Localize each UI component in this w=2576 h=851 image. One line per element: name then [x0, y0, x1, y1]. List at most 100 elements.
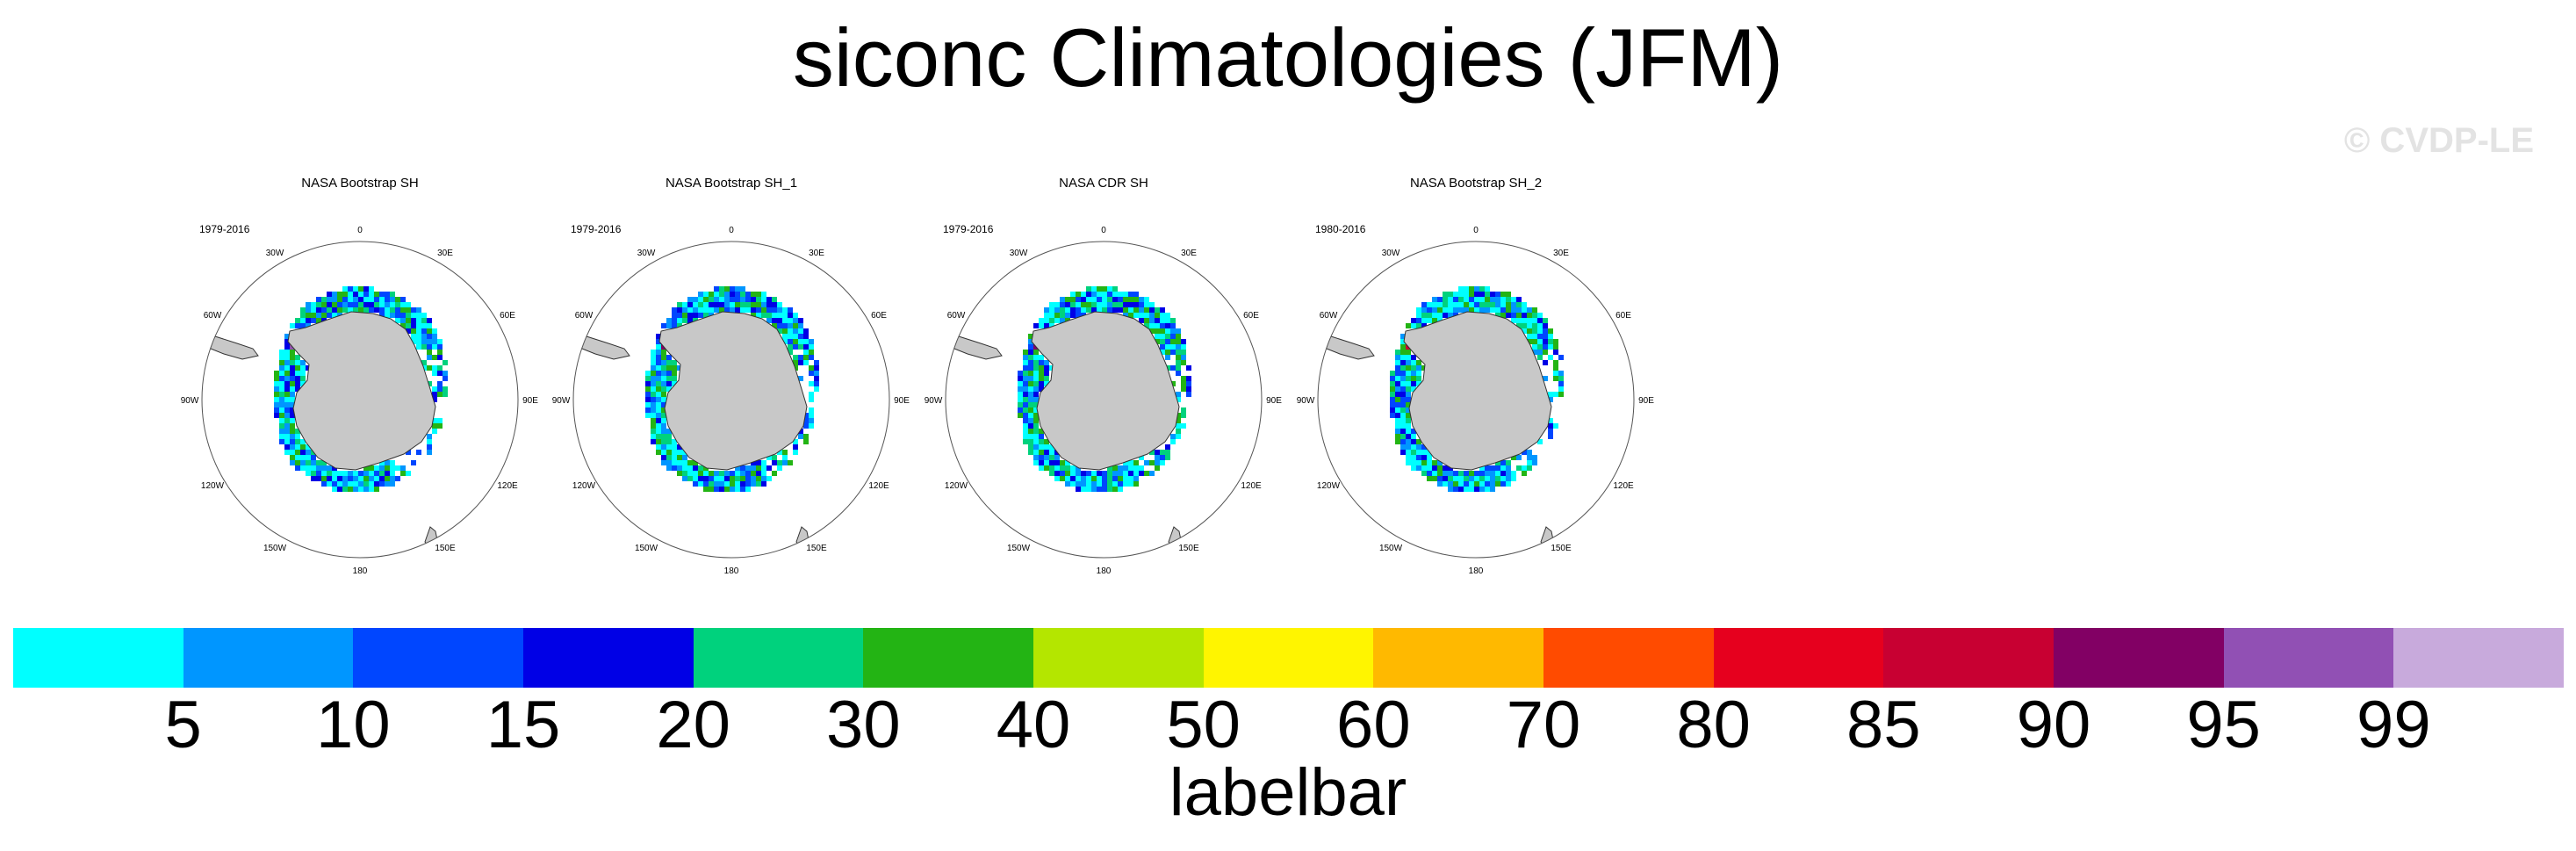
- ice-cell: [772, 302, 777, 307]
- ice-cell: [1416, 360, 1421, 365]
- ice-cell: [1411, 376, 1416, 381]
- ice-cell: [809, 407, 814, 413]
- ice-cell: [290, 376, 295, 381]
- ice-cell: [1176, 371, 1181, 376]
- ice-cell: [1558, 392, 1564, 397]
- ice-cell: [793, 355, 798, 360]
- labelbar-tick: 15: [486, 688, 561, 762]
- ice-cell: [1411, 434, 1416, 439]
- ice-cell: [290, 450, 295, 455]
- ice-cell: [687, 465, 693, 471]
- ice-cell: [1028, 344, 1033, 350]
- ice-cell: [1411, 455, 1416, 460]
- ice-cell: [1548, 392, 1553, 397]
- ice-cell: [363, 302, 369, 307]
- ice-cell: [1416, 444, 1421, 450]
- ice-cell: [300, 371, 306, 376]
- ice-cell: [1458, 292, 1464, 297]
- map-panel: NASA Bootstrap SH_1 1979-2016 0 30E 60E 90E 12…: [543, 176, 920, 576]
- ice-cell: [724, 471, 730, 476]
- ice-cell: [1416, 455, 1421, 460]
- ice-cell: [1028, 334, 1033, 339]
- ice-cell: [279, 429, 284, 434]
- ice-cell: [1044, 460, 1049, 465]
- ice-cell: [1023, 407, 1028, 413]
- ice-cell: [1527, 323, 1532, 328]
- ice-cell: [1485, 471, 1490, 476]
- ice-cell: [1160, 350, 1165, 355]
- ice-cell: [427, 450, 432, 455]
- ice-cell: [274, 386, 279, 392]
- longitude-label: 150W: [1007, 544, 1031, 553]
- ice-cell: [772, 460, 777, 465]
- ice-cell: [321, 465, 327, 471]
- ice-cell: [809, 371, 814, 376]
- ice-cell: [809, 423, 814, 429]
- ice-cell: [432, 328, 437, 334]
- ice-cell: [1474, 476, 1479, 481]
- ice-cell: [1160, 313, 1165, 318]
- ice-cell: [279, 392, 284, 397]
- ice-cell: [756, 481, 761, 487]
- ice-cell: [290, 365, 295, 371]
- ice-cell: [656, 350, 661, 355]
- map-panel: NASA Bootstrap SH_2 1980-2016 0 30E 60E 90E 12…: [1287, 176, 1665, 576]
- ice-cell: [395, 465, 400, 471]
- ice-cell: [745, 302, 751, 307]
- longitude-label: 30W: [637, 249, 656, 258]
- ice-cell: [342, 476, 348, 481]
- ice-cell: [1516, 318, 1522, 323]
- ice-cell: [1144, 323, 1149, 328]
- labelbar-tick: 10: [316, 688, 391, 762]
- ice-cell: [369, 307, 374, 313]
- labelbar-box: [2054, 628, 2224, 688]
- ice-cell: [1416, 323, 1421, 328]
- ice-cell: [1118, 292, 1123, 297]
- ice-cell: [284, 339, 290, 344]
- ice-cell: [1028, 418, 1033, 423]
- ice-cell: [1033, 323, 1039, 328]
- ice-cell: [1516, 297, 1522, 302]
- ice-cell: [703, 471, 709, 476]
- ice-cell: [1448, 302, 1453, 307]
- ice-cell: [788, 323, 793, 328]
- ice-cell: [1506, 297, 1511, 302]
- ice-cell: [1543, 360, 1548, 365]
- ice-cell: [645, 413, 651, 418]
- ice-cell: [1044, 376, 1049, 381]
- ice-cell: [1112, 307, 1118, 313]
- longitude-label: 120E: [1241, 481, 1262, 491]
- ice-cell: [437, 355, 443, 360]
- ice-cell: [1181, 423, 1186, 429]
- ice-cell: [1400, 392, 1406, 397]
- ice-cell: [437, 381, 443, 386]
- ice-cell: [651, 381, 656, 386]
- ice-cell: [661, 381, 666, 386]
- map-boundary: [1317, 241, 1635, 559]
- ice-cell: [1522, 465, 1527, 471]
- ice-cell: [284, 344, 290, 350]
- ice-cell: [295, 465, 300, 471]
- ice-cell: [1155, 339, 1160, 344]
- ice-cell: [1522, 450, 1527, 455]
- ice-cell: [730, 471, 735, 476]
- ice-cell: [782, 450, 788, 455]
- ice-cell: [666, 365, 672, 371]
- ice-cell: [1128, 307, 1133, 313]
- ice-cell: [1395, 386, 1400, 392]
- ice-cell: [385, 297, 390, 302]
- ice-cell: [1076, 307, 1081, 313]
- ice-cell: [677, 323, 682, 328]
- ice-cell: [1400, 407, 1406, 413]
- ice-cell: [756, 302, 761, 307]
- ice-cell: [1028, 360, 1033, 365]
- ice-cell: [714, 286, 719, 292]
- ice-cell: [327, 292, 332, 297]
- ice-cell: [1102, 297, 1107, 302]
- ice-cell: [798, 376, 803, 381]
- ice-cell: [1448, 307, 1453, 313]
- longitude-label: 90W: [925, 396, 943, 406]
- ice-cell: [1532, 339, 1537, 344]
- ice-cell: [1458, 297, 1464, 302]
- ice-cell: [306, 471, 311, 476]
